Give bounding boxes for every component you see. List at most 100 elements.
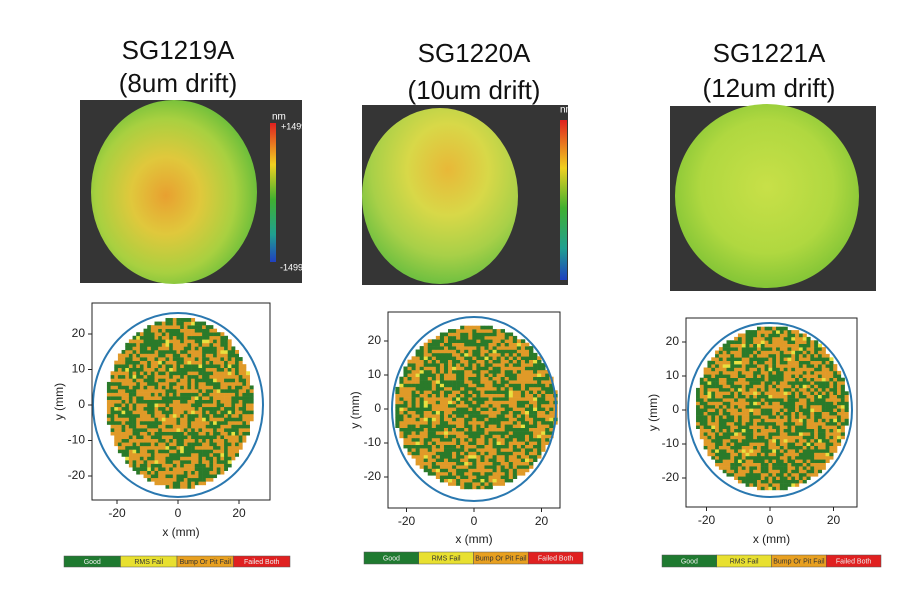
- wafer-cell: [154, 424, 159, 429]
- wafer-cell: [183, 325, 188, 329]
- wafer-cell: [165, 442, 170, 447]
- wafer-cell: [172, 339, 177, 344]
- wafer-cell: [745, 428, 750, 433]
- wafer-cell: [154, 431, 159, 436]
- wafer-cell: [512, 410, 518, 415]
- wafer-cell: [696, 421, 701, 426]
- wafer-cell: [158, 445, 163, 450]
- wafer-cell: [220, 332, 225, 337]
- wafer-cell: [779, 459, 784, 463]
- wafer-cell: [476, 465, 481, 469]
- wafer-cell: [806, 367, 811, 372]
- wafer-cell: [718, 445, 723, 450]
- wafer-cell: [194, 353, 199, 358]
- wafer-cell: [749, 462, 754, 467]
- wafer-cell: [110, 417, 115, 422]
- wafer-cell: [187, 470, 192, 475]
- wafer-cell: [715, 398, 720, 402]
- wafer-cell: [198, 381, 203, 386]
- wafer-cell: [456, 332, 461, 337]
- wafer-cell: [741, 357, 746, 361]
- wafer-cell: [787, 367, 792, 372]
- wafer-cell: [722, 398, 727, 402]
- wafer-cell: [143, 431, 148, 436]
- wafer-cell: [795, 350, 800, 355]
- wafer-cell: [154, 438, 159, 443]
- wafer-cell: [756, 425, 762, 429]
- wafer-cell: [110, 396, 115, 400]
- wafer-cell: [541, 434, 546, 439]
- wafer-cell: [726, 418, 731, 423]
- wafer-cell: [745, 462, 750, 467]
- wafer-cell: [227, 342, 232, 347]
- wafer-cell: [435, 356, 441, 360]
- wafer-cell: [520, 451, 526, 456]
- wafer-cell: [734, 418, 739, 423]
- wafer-cell: [456, 417, 461, 422]
- wafer-cell: [419, 448, 425, 452]
- wafer-cell: [707, 384, 712, 389]
- wafer-cell: [176, 318, 181, 322]
- wafer-cell: [726, 350, 731, 355]
- wafer-cell: [707, 428, 712, 433]
- wafer-cell: [529, 403, 534, 408]
- wafer-cell: [205, 389, 210, 393]
- wafer-cell: [128, 371, 133, 376]
- wafer-cell: [737, 336, 743, 341]
- wafer-cell: [435, 417, 441, 422]
- wafer-cell: [180, 413, 185, 418]
- wafer-cell: [460, 349, 465, 354]
- wafer-cell: [508, 475, 514, 479]
- wafer-cell: [829, 360, 834, 365]
- wafer-cell: [810, 398, 815, 402]
- wafer-cell: [403, 441, 408, 445]
- wafer-cell: [448, 352, 453, 357]
- wafer-cell: [169, 424, 174, 429]
- wafer-cell: [711, 404, 716, 409]
- wafer-cell: [139, 424, 144, 429]
- wafer-cell: [456, 420, 461, 425]
- wafer-cell: [464, 414, 469, 418]
- wafer-cell: [427, 400, 433, 405]
- wafer-cell: [224, 360, 229, 365]
- wafer-cell: [760, 476, 765, 480]
- wafer-cell: [176, 445, 181, 450]
- wafer-cell: [703, 391, 708, 395]
- wafer-cell: [452, 424, 457, 428]
- wafer-cell: [150, 364, 155, 369]
- wafer-cell: [435, 400, 441, 405]
- wafer-cell: [169, 481, 174, 486]
- wafer-cell: [741, 353, 746, 358]
- wafer-cell: [476, 329, 481, 333]
- wafer-cell: [147, 396, 152, 400]
- wafer-cell: [715, 411, 720, 416]
- wafer-cell: [209, 389, 214, 393]
- wafer-cell: [806, 377, 811, 382]
- wafer-cell: [814, 459, 819, 463]
- wafer-cell: [516, 349, 522, 354]
- wafer-cell: [492, 366, 497, 371]
- wafer-cell: [529, 352, 534, 357]
- wafer-cell: [150, 474, 155, 479]
- wafer-cell: [722, 449, 727, 453]
- wafer-cell: [512, 441, 518, 445]
- wafer-cell: [139, 342, 144, 347]
- plot-frame: [685, 317, 858, 508]
- wafer-cell: [726, 360, 731, 365]
- wafer-cell: [768, 421, 773, 426]
- wafer-cell: [696, 404, 701, 409]
- wafer-cell: [734, 401, 739, 406]
- wafer-cell: [180, 321, 185, 326]
- wafer-cell: [136, 460, 141, 464]
- wafer-cell: [205, 410, 210, 415]
- wafer-cell: [737, 425, 743, 429]
- wafer-cell: [730, 394, 735, 399]
- wafer-cell: [169, 318, 174, 322]
- wafer-cell: [187, 435, 192, 440]
- wafer-cell: [715, 459, 720, 463]
- wafer-cell: [202, 385, 207, 390]
- wafer-cell: [180, 477, 185, 482]
- wafer-cell: [768, 353, 773, 358]
- wafer-cell: [464, 451, 469, 456]
- wafer-cell: [468, 390, 473, 394]
